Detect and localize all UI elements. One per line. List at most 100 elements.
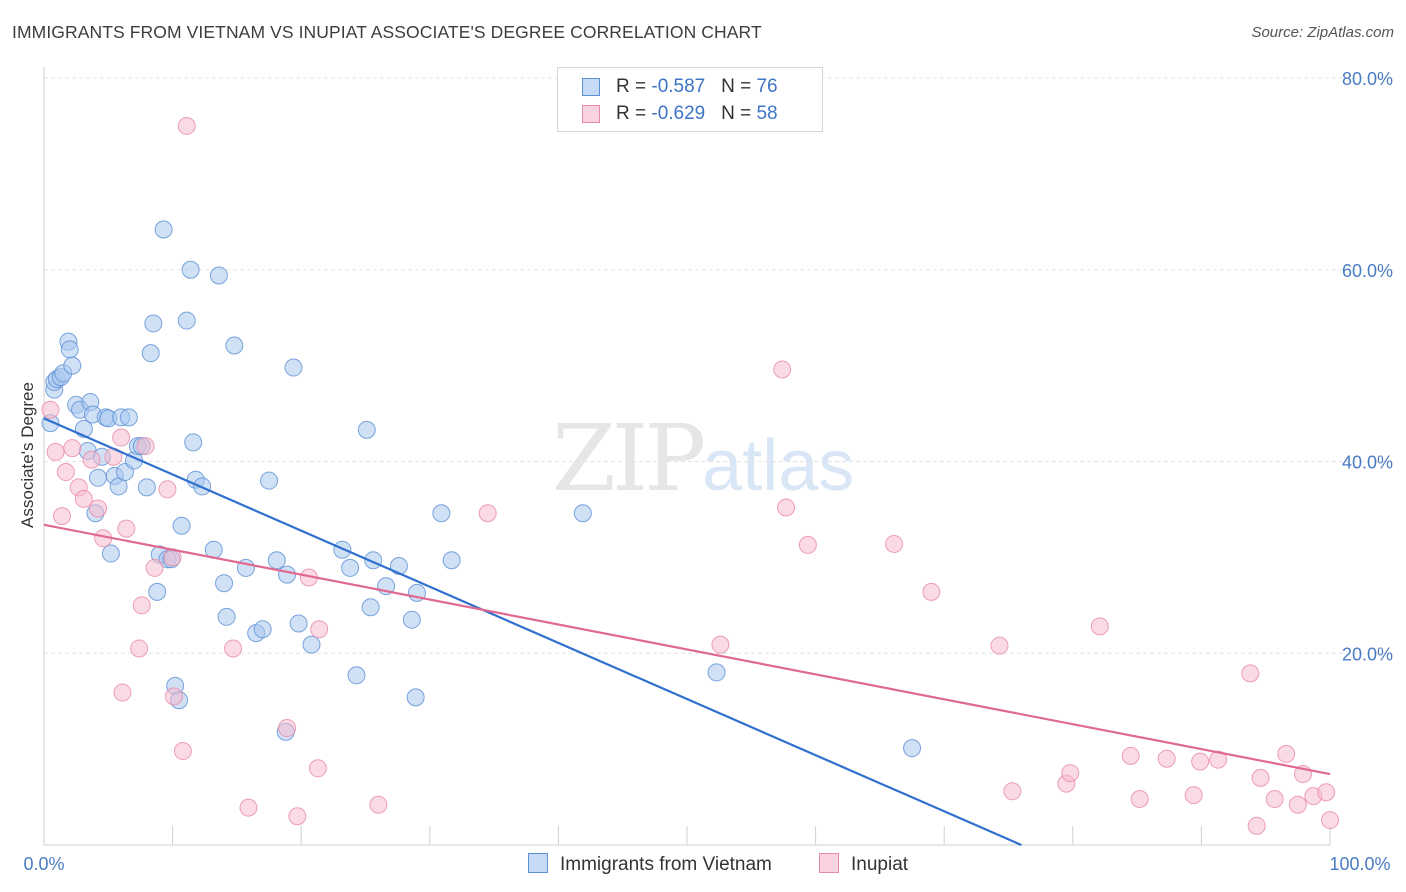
legend-swatch-pink: [582, 105, 600, 123]
point-inupiat: [145, 558, 164, 577]
point-vietnam: [154, 220, 173, 239]
point-vietnam: [903, 739, 922, 758]
point-inupiat: [113, 683, 132, 702]
watermark: ZIPatlas: [552, 405, 854, 512]
point-inupiat: [130, 639, 149, 658]
point-vietnam: [278, 565, 297, 584]
legend-r-value: -0.629: [651, 103, 706, 124]
point-inupiat: [1288, 795, 1307, 814]
point-inupiat: [158, 480, 177, 499]
legend-swatch-blue: [582, 78, 600, 96]
point-inupiat: [773, 360, 792, 379]
point-vietnam: [253, 620, 272, 639]
trend-lines: [43, 417, 1331, 847]
point-vietnam: [119, 408, 138, 427]
point-vietnam: [347, 666, 366, 685]
point-inupiat: [41, 400, 60, 419]
point-vietnam: [172, 516, 191, 535]
point-vietnam: [406, 688, 425, 707]
legend-n-label: N =: [721, 103, 757, 124]
point-vietnam: [260, 471, 279, 490]
point-inupiat: [288, 807, 307, 826]
legend-text-series1: R = -0.587 N = 76: [616, 76, 778, 98]
point-inupiat: [885, 534, 904, 553]
point-vietnam: [402, 610, 421, 629]
point-inupiat: [136, 437, 155, 456]
legend-r-value: -0.587: [651, 76, 706, 97]
point-inupiat: [308, 759, 327, 778]
point-inupiat: [478, 504, 497, 523]
point-inupiat: [1121, 746, 1140, 765]
point-inupiat: [132, 596, 151, 615]
point-vietnam: [63, 356, 82, 375]
point-vietnam: [89, 468, 108, 487]
point-inupiat: [798, 535, 817, 554]
point-inupiat: [990, 636, 1009, 655]
point-vietnam: [432, 504, 451, 523]
point-vietnam: [215, 574, 234, 593]
chart-title: IMMIGRANTS FROM VIETNAM VS INUPIAT ASSOC…: [12, 22, 762, 42]
legend-n-label: N =: [721, 76, 757, 97]
x-tick-label: 100.0%: [1329, 854, 1390, 874]
point-vietnam: [302, 635, 321, 654]
point-vietnam: [209, 266, 228, 285]
point-vietnam: [389, 557, 408, 576]
point-inupiat: [1184, 786, 1203, 805]
point-vietnam: [267, 551, 286, 570]
legend-item-vietnam: Immigrants from Vietnam: [528, 853, 772, 876]
legend-item-inupiat: Inupiat: [819, 853, 908, 876]
y-tick-label: 60.0%: [1342, 261, 1393, 281]
point-inupiat: [56, 463, 75, 482]
tick-labels: 20.0% 40.0% 60.0% 80.0% 0.0% 100.0%: [23, 69, 1393, 874]
point-inupiat: [63, 439, 82, 458]
watermark-zip: ZIP: [552, 405, 706, 512]
legend-n-value: 76: [756, 76, 778, 97]
point-inupiat: [1241, 664, 1260, 683]
trend-line-vietnam: [43, 417, 1022, 847]
point-vietnam: [357, 420, 376, 439]
point-vietnam: [148, 582, 167, 601]
point-vietnam: [707, 663, 726, 682]
legend-label-vietnam: Immigrants from Vietnam: [560, 854, 772, 875]
point-inupiat: [1265, 789, 1284, 808]
point-inupiat: [1003, 782, 1022, 801]
point-vietnam: [289, 614, 308, 633]
axes: [43, 67, 1331, 846]
point-vietnam: [177, 311, 196, 330]
point-inupiat: [278, 719, 297, 738]
source-label: Source: ZipAtlas.com: [1251, 24, 1394, 41]
legend-r-label: R =: [616, 76, 652, 97]
point-inupiat: [82, 450, 101, 469]
y-axis-label: Associate's Degree: [18, 382, 37, 528]
point-vietnam: [184, 433, 203, 452]
point-inupiat: [1130, 789, 1149, 808]
point-inupiat: [117, 519, 136, 538]
point-vietnam: [101, 544, 120, 563]
point-inupiat: [1157, 749, 1176, 768]
point-inupiat: [173, 742, 192, 761]
correlation-legend: R = -0.587 N = 76 R = -0.629 N = 58: [557, 67, 823, 132]
data-points: [41, 116, 1339, 835]
point-inupiat: [224, 639, 243, 658]
watermark-atlas: atlas: [702, 426, 855, 506]
point-inupiat: [310, 620, 329, 639]
point-inupiat: [53, 507, 72, 526]
point-inupiat: [1277, 744, 1296, 763]
point-vietnam: [144, 314, 163, 333]
point-inupiat: [1251, 768, 1270, 787]
point-vietnam: [573, 504, 592, 523]
point-vietnam: [141, 344, 160, 363]
point-inupiat: [74, 489, 93, 508]
point-inupiat: [1191, 752, 1210, 771]
point-inupiat: [89, 499, 108, 518]
point-inupiat: [112, 428, 131, 447]
point-inupiat: [777, 498, 796, 517]
point-vietnam: [60, 340, 79, 359]
legend-n-value: 58: [756, 103, 778, 124]
y-tick-label: 20.0%: [1342, 644, 1393, 664]
y-tick-label: 40.0%: [1342, 453, 1393, 473]
point-inupiat: [1209, 750, 1228, 769]
point-vietnam: [341, 558, 360, 577]
legend-label-inupiat: Inupiat: [851, 854, 909, 875]
